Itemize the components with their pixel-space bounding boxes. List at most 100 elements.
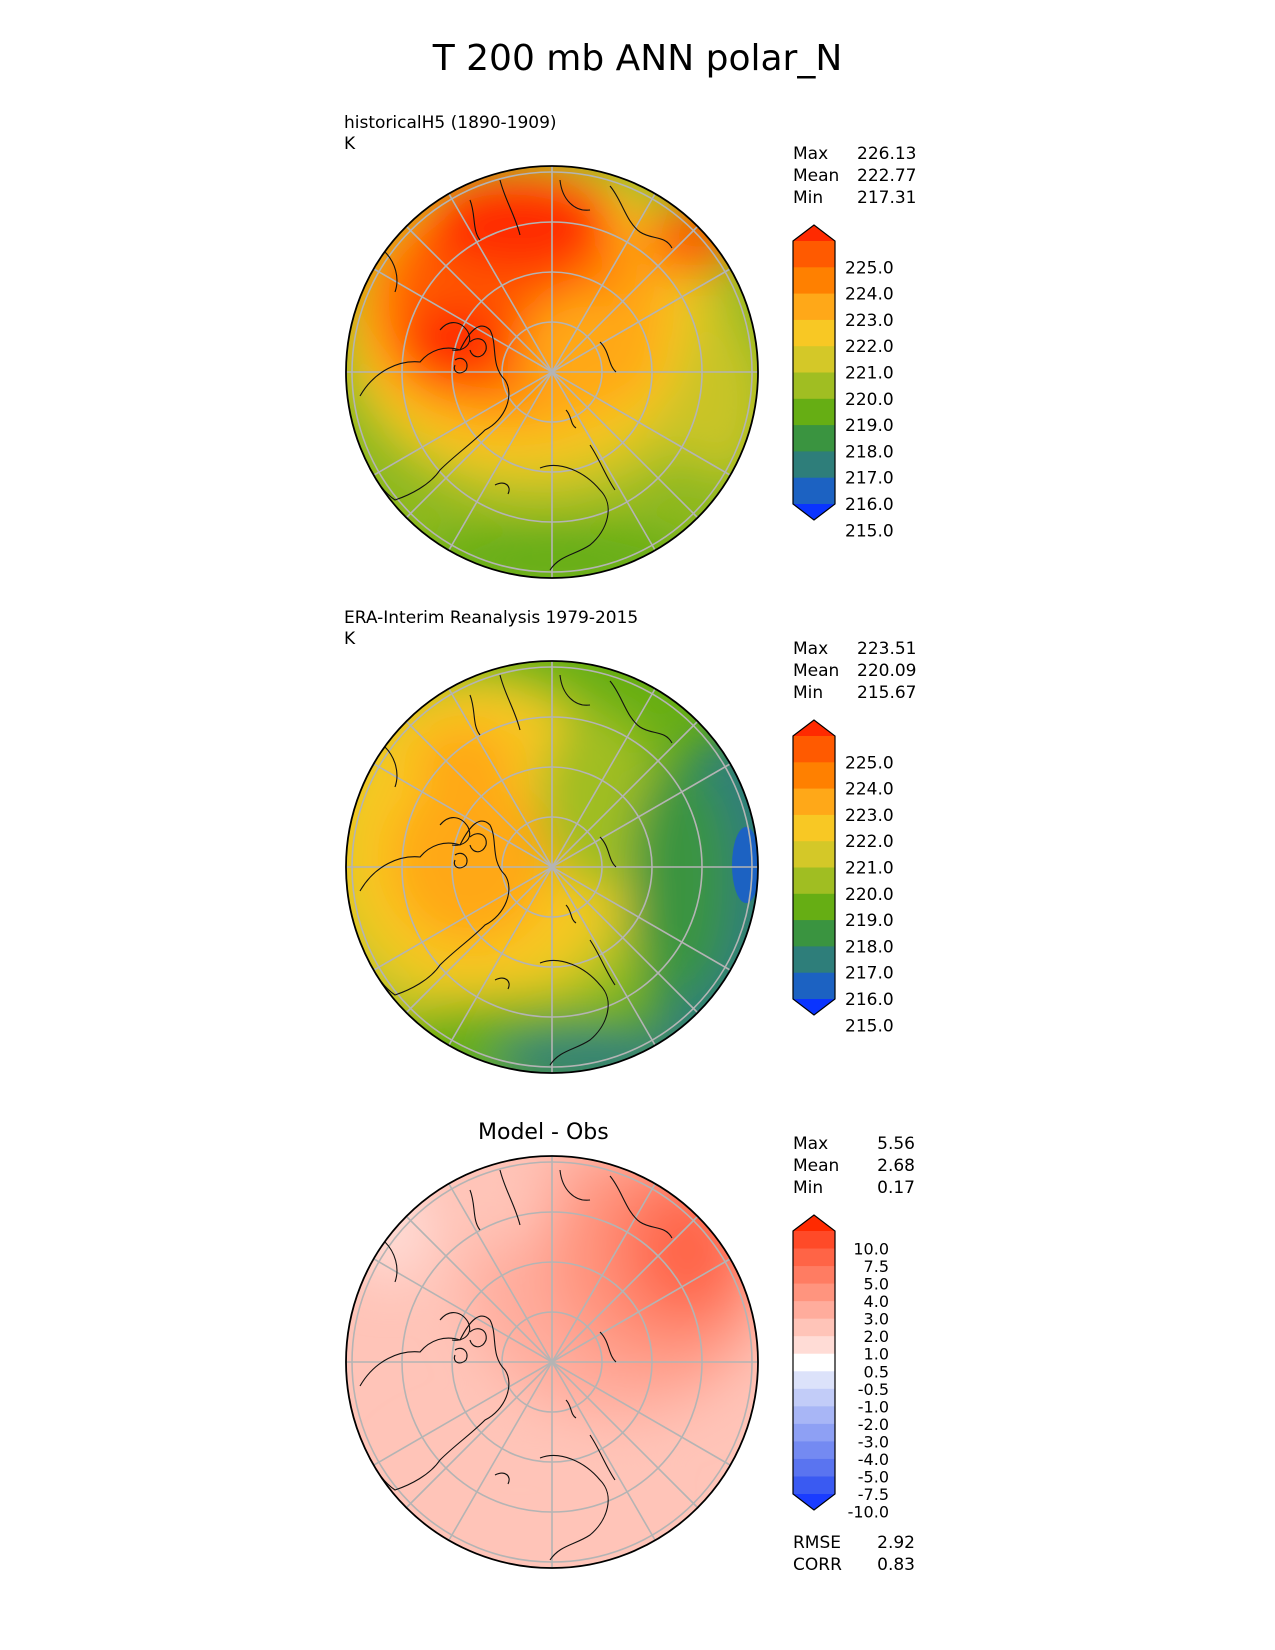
colorbar-segment xyxy=(793,451,835,479)
map-1-coastlines xyxy=(359,179,673,571)
colorbar-segment xyxy=(793,293,835,321)
stat-value: 5.56 xyxy=(877,1134,915,1154)
stat-label: Mean xyxy=(793,1156,840,1176)
colorbar-segment xyxy=(793,319,835,347)
stat-label: Max xyxy=(793,1134,829,1154)
map-1 xyxy=(345,165,759,579)
stat-value: 223.51 xyxy=(857,639,917,659)
colorbar-2: 225.0 224.0 223.0 222.0 221.0 220.0 219.0 218.0… xyxy=(792,719,894,1036)
stat-value: 0.17 xyxy=(877,1178,915,1198)
metric-label: CORR xyxy=(793,1555,842,1575)
colorbar-tick-label: 218.0 xyxy=(845,937,894,957)
colorbar-outline xyxy=(792,1214,836,1511)
colorbar-segment xyxy=(793,1441,835,1460)
map-1-boundary xyxy=(345,165,759,579)
colorbar-tick-label: 219.0 xyxy=(845,911,894,931)
stat-value: 215.67 xyxy=(857,683,917,703)
colorbar-tick-label: 218.0 xyxy=(845,442,894,462)
colorbar-segment xyxy=(793,1388,835,1407)
colorbar-tick-label: 216.0 xyxy=(845,990,894,1010)
colorbar-tick-label: 2.0 xyxy=(864,1327,889,1346)
metric-label: RMSE xyxy=(793,1533,842,1553)
colorbar-tick-label: 215.0 xyxy=(845,1016,894,1036)
colorbar-extend-bottom xyxy=(793,1494,835,1510)
panel-2-stats: Max 223.51 Mean 220.09 Min 215.67 xyxy=(793,638,917,704)
colorbar-segment xyxy=(793,1318,835,1337)
colorbar-tick-label: 220.0 xyxy=(845,390,894,410)
colorbar-tick-label: 4.0 xyxy=(864,1292,889,1311)
colorbar-tick-label: -2.0 xyxy=(858,1415,889,1434)
colorbar-tick-label: 223.0 xyxy=(845,311,894,331)
colorbar-tick-label: 222.0 xyxy=(845,337,894,357)
map-2-cold-spot xyxy=(732,827,758,903)
panel-3-stats: Max 5.56 Mean 2.68 Min 0.17 xyxy=(793,1133,915,1199)
colorbar-tick-label: -7.5 xyxy=(858,1485,889,1504)
colorbar-extend-top xyxy=(793,720,835,736)
colorbar-segment xyxy=(793,267,835,295)
stat-value: 217.31 xyxy=(857,188,917,208)
colorbar-segment xyxy=(793,1458,835,1478)
colorbar-segment xyxy=(793,1336,835,1355)
colorbar-segment xyxy=(793,920,835,947)
colorbar-tick-label: 222.0 xyxy=(845,832,894,852)
colorbar-segment xyxy=(793,1406,835,1425)
colorbar-segment xyxy=(793,972,835,1000)
colorbar-tick-label: 7.5 xyxy=(864,1257,889,1276)
metric-value: 0.83 xyxy=(877,1555,915,1575)
panel-3-title: Model - Obs xyxy=(478,1120,609,1145)
colorbar-segment xyxy=(793,946,835,974)
stat-value: 226.13 xyxy=(857,144,917,164)
colorbar-tick-label: -4.0 xyxy=(858,1450,889,1469)
panel-1-stats: Max 226.13 Mean 222.77 Min 217.31 xyxy=(793,143,917,209)
colorbar-segment xyxy=(793,1283,835,1302)
panel-3-metrics: RMSE 2.92 CORR 0.83 xyxy=(793,1532,915,1576)
colorbar-segment xyxy=(793,477,835,505)
colorbar-segment xyxy=(793,1476,835,1495)
figure-title: T 200 mb ANN polar_N xyxy=(432,38,843,79)
colorbar-tick-label: 220.0 xyxy=(845,885,894,905)
colorbar-tick-label: 225.0 xyxy=(845,753,894,773)
colorbar-1: 225.0 224.0 223.0 222.0 221.0 220.0 219.0 218.0… xyxy=(792,224,894,541)
map-3-coastlines xyxy=(359,1169,673,1561)
stat-label: Min xyxy=(793,188,824,208)
colorbar-tick-label: 10.0 xyxy=(853,1240,889,1259)
colorbar-tick-label: 224.0 xyxy=(845,780,894,800)
colorbar-tick-label: -1.0 xyxy=(858,1397,889,1416)
stat-label: Min xyxy=(793,683,824,703)
colorbar-segment xyxy=(793,1266,835,1285)
map-1-graticule xyxy=(346,166,758,578)
panel-2-label: ERA-Interim Reanalysis 1979-2015 xyxy=(344,608,639,628)
colorbar-tick-label: 3.0 xyxy=(864,1310,889,1329)
colorbar-segment xyxy=(793,425,835,452)
stat-label: Mean xyxy=(793,661,840,681)
colorbar-tick-label: -0.5 xyxy=(858,1380,889,1399)
colorbar-tick-label: 216.0 xyxy=(845,495,894,515)
colorbar-tick-label: 1.0 xyxy=(864,1345,889,1364)
map-2-boundary xyxy=(345,660,759,1074)
colorbar-tick-label: -3.0 xyxy=(858,1432,889,1451)
colorbar-extend-top xyxy=(793,225,835,241)
stat-value: 222.77 xyxy=(857,166,917,186)
colorbar-segment xyxy=(793,398,835,426)
colorbar-segment xyxy=(793,241,835,268)
colorbar-tick-label: 217.0 xyxy=(845,469,894,489)
panel-1-label: historicalH5 (1890-1909) xyxy=(344,113,557,133)
colorbar-outline xyxy=(792,719,836,1016)
stat-label: Min xyxy=(793,1178,824,1198)
colorbar-tick-label: 5.0 xyxy=(864,1275,889,1294)
colorbar-tick-label: 0.5 xyxy=(864,1362,889,1381)
stat-label: Mean xyxy=(793,166,840,186)
colorbar-segment xyxy=(793,814,835,842)
colorbar-tick-label: 224.0 xyxy=(845,285,894,305)
colorbar-tick-label: 215.0 xyxy=(845,521,894,541)
metric-value: 2.92 xyxy=(877,1533,915,1553)
colorbar-segment xyxy=(793,788,835,816)
colorbar-tick-label: 221.0 xyxy=(845,364,894,384)
colorbar-tick-label: 219.0 xyxy=(845,416,894,436)
colorbar-segment xyxy=(793,1231,835,1250)
colorbar-segment xyxy=(793,372,835,400)
colorbar-3: 10.07.55.04.03.02.01.00.5-0.5-1.0-2.0-3.… xyxy=(792,1214,889,1522)
map-2-coastlines xyxy=(359,674,673,1066)
colorbar-tick-label: -5.0 xyxy=(858,1467,889,1486)
colorbar-segment xyxy=(793,1248,835,1267)
